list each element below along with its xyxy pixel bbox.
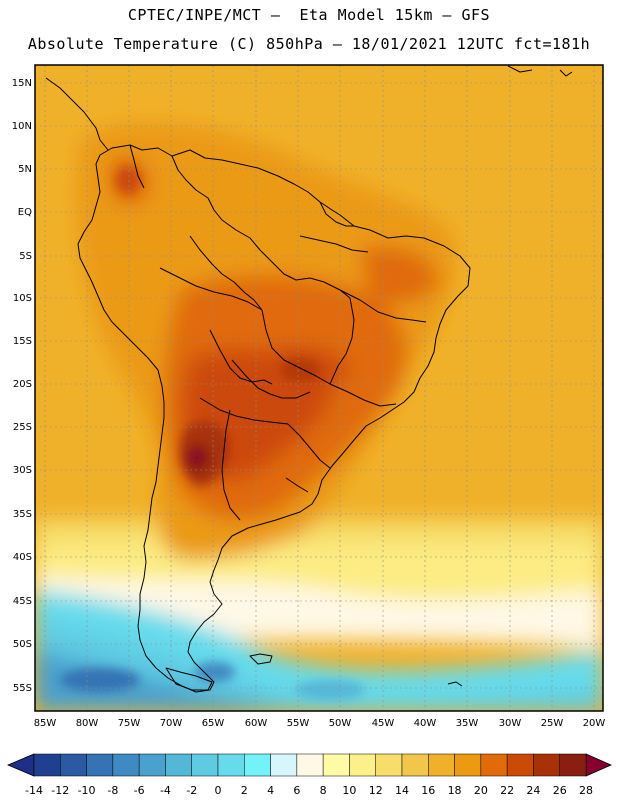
colorbar-cell [296, 753, 324, 777]
colorbar: -14 -12 -10 -8 -6 -4 -2 0 2 4 6 8 10 12 14 16 18 20 22 24 26… [6, 753, 612, 797]
lon-label: 20W [583, 718, 606, 729]
colorbar-label: -2 [186, 784, 197, 797]
lon-label: 55W [287, 718, 310, 729]
colorbar-label: 22 [500, 784, 514, 797]
lat-label: 10N [12, 121, 32, 132]
colorbar-cell [60, 753, 87, 777]
map-title-line1: CPTEC/INPE/MCT — Eta Model 15km — GFS [127, 6, 491, 24]
colorbar-label: -4 [160, 784, 171, 797]
lon-label: 80W [76, 718, 99, 729]
colorbar-cell [401, 753, 429, 777]
colorbar-cell [244, 753, 271, 777]
colorbar-label: -14 [25, 784, 43, 797]
lon-label: 25W [541, 718, 564, 729]
lat-label: 15S [13, 336, 32, 347]
lon-label: 65W [202, 718, 225, 729]
colorbar-label: 6 [293, 784, 300, 797]
colorbar-high-arrow [585, 753, 612, 777]
colorbar-label: 24 [526, 784, 540, 797]
temperature-field [35, 65, 603, 711]
colorbar-cell [375, 753, 403, 777]
map-frame [34, 64, 604, 712]
lat-label: 10S [13, 293, 32, 304]
colorbar-label: 20 [474, 784, 488, 797]
colorbar-label: 10 [342, 784, 356, 797]
colorbar-label: 8 [320, 784, 327, 797]
south-america-coastline [77, 144, 471, 693]
lon-label: 60W [245, 718, 268, 729]
colorbar-cell [112, 753, 140, 777]
colorbar-cell [454, 753, 482, 777]
lat-label: 25S [13, 422, 32, 433]
lon-label: 50W [329, 718, 352, 729]
lat-label: 30S [13, 465, 32, 476]
colorbar-label: 4 [267, 784, 274, 797]
colorbar-label: 16 [421, 784, 435, 797]
lat-label: 20S [13, 379, 32, 390]
colorbar-label: -6 [134, 784, 145, 797]
colorbar-low-arrow [6, 753, 35, 777]
tierra-del-fuego [165, 667, 213, 691]
colorbar-cell [322, 753, 350, 777]
map-title-line2: Absolute Temperature (C) 850hPa — 18/01/… [27, 35, 591, 53]
coastlines-and-borders [45, 65, 573, 693]
colorbar-label: 18 [448, 784, 462, 797]
lon-label: 35W [456, 718, 479, 729]
longitude-labels: 85W 80W 75W 70W 65W 60W 55W 50W 45W 40W … [34, 718, 606, 729]
lat-label: 35S [13, 509, 32, 520]
colorbar-cell [428, 753, 455, 777]
colorbar-cell [349, 753, 376, 777]
colorbar-cell [33, 753, 61, 777]
lat-label: EQ [18, 207, 32, 218]
colorbar-cell [191, 753, 219, 777]
colorbar-label: 14 [395, 784, 409, 797]
lat-label: 5N [18, 164, 32, 175]
lat-label: 55S [13, 683, 32, 694]
colorbar-label: 2 [241, 784, 248, 797]
colorbar-label: 12 [369, 784, 383, 797]
lat-label: 40S [13, 552, 32, 563]
lat-label: 50S [13, 639, 32, 650]
colorbar-cell [270, 753, 298, 777]
lon-label: 75W [118, 718, 141, 729]
lon-label: 85W [34, 718, 57, 729]
colorbar-label: 0 [215, 784, 222, 797]
colorbar-label: -12 [51, 784, 69, 797]
colorbar-cell [138, 753, 166, 777]
lat-label: 5S [19, 251, 32, 262]
colorbar-cell [533, 753, 560, 777]
colorbar-cell [480, 753, 508, 777]
colorbar-cell [165, 753, 192, 777]
latitude-labels: 15N 10N 5N EQ 5S 10S 15S 20S 25S 30S 35S… [12, 78, 32, 694]
lon-label: 30W [499, 718, 522, 729]
colorbar-cell [506, 753, 534, 777]
colorbar-label: 28 [579, 784, 593, 797]
colorbar-label: -8 [107, 784, 118, 797]
lon-label: 45W [372, 718, 395, 729]
lat-label: 15N [12, 78, 32, 89]
colorbar-label: 26 [553, 784, 567, 797]
lon-label: 70W [160, 718, 183, 729]
colorbar-cell [86, 753, 114, 777]
falklands [249, 653, 273, 665]
lat-label: 45S [13, 596, 32, 607]
lon-label: 40W [414, 718, 437, 729]
colorbar-cell [217, 753, 245, 777]
colorbar-cell [559, 753, 587, 777]
colorbar-label: -10 [78, 784, 96, 797]
